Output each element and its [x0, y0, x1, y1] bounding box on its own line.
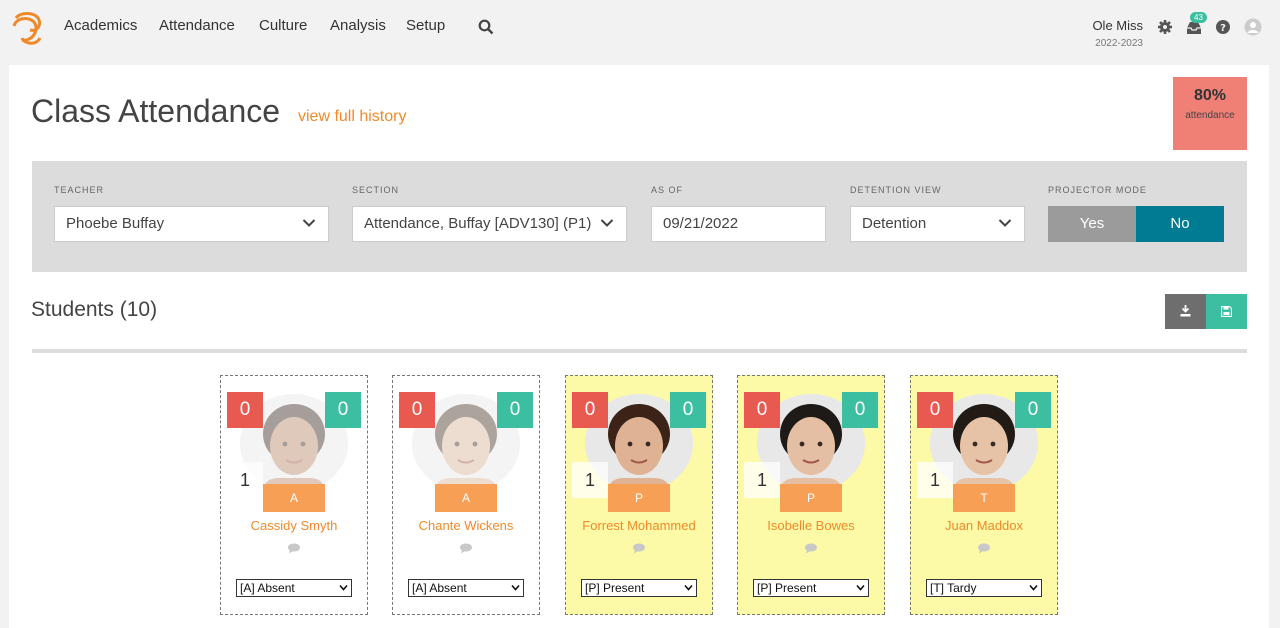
- help-icon[interactable]: ?: [1214, 18, 1232, 36]
- section-label: SECTION: [352, 185, 400, 195]
- section-divider: [32, 349, 1247, 353]
- section-select[interactable]: Attendance, Buffay [ADV130] (P1): [352, 206, 627, 242]
- page-title: Class Attendance: [31, 93, 281, 129]
- projector-yes-button[interactable]: Yes: [1048, 206, 1136, 242]
- save-icon: [1221, 306, 1232, 317]
- student-card[interactable]: 0 0 1 A Cassidy Smyth [A] Absent: [220, 375, 368, 615]
- attendance-status-value: [A] Absent: [240, 581, 295, 595]
- attendance-label: attendance: [1185, 110, 1235, 121]
- gear-icon[interactable]: [1156, 18, 1174, 36]
- students-title: Students (10): [31, 298, 158, 321]
- merit-score[interactable]: 0: [325, 392, 361, 428]
- attendance-code-badge: P: [780, 484, 842, 512]
- merit-score[interactable]: 0: [842, 392, 878, 428]
- org-name: Ole Miss: [1092, 18, 1143, 33]
- as-of-label: AS OF: [651, 185, 684, 195]
- nav-culture[interactable]: Culture: [259, 17, 308, 34]
- demerit-score[interactable]: 0: [917, 392, 953, 428]
- attendance-code-badge: A: [435, 484, 497, 512]
- svg-text:?: ?: [1220, 23, 1226, 34]
- demerit-score[interactable]: 0: [744, 392, 780, 428]
- attendance-status-select[interactable]: [P] Present: [581, 579, 697, 597]
- org-year: 2022-2023: [1095, 38, 1143, 49]
- teacher-select[interactable]: Phoebe Buffay: [54, 206, 329, 242]
- comment-icon[interactable]: [804, 543, 818, 554]
- attendance-status-value: [P] Present: [585, 581, 645, 595]
- teacher-value: Phoebe Buffay: [66, 215, 165, 232]
- student-card[interactable]: 0 0 1 P Isobelle Bowes [P] Present: [737, 375, 885, 615]
- comment-icon[interactable]: [632, 543, 646, 554]
- save-button[interactable]: [1206, 294, 1247, 329]
- student-name[interactable]: Isobelle Bowes: [767, 518, 855, 533]
- tardy-count: 1: [917, 462, 953, 498]
- tardy-count: 1: [744, 462, 780, 498]
- projector-mode-label: PROJECTOR MODE: [1048, 185, 1147, 195]
- chevron-down-icon: [302, 219, 316, 227]
- chevron-down-icon: [600, 219, 614, 227]
- attendance-percent: 80%: [1193, 87, 1227, 104]
- merit-score[interactable]: 0: [1015, 392, 1051, 428]
- student-name[interactable]: Forrest Mohammed: [582, 518, 696, 533]
- download-button[interactable]: [1165, 294, 1206, 329]
- chevron-down-icon: [1029, 584, 1038, 591]
- view-full-history-link[interactable]: view full history: [298, 108, 407, 125]
- nav-setup[interactable]: Setup: [406, 17, 446, 34]
- student-name[interactable]: Chante Wickens: [418, 518, 514, 533]
- demerit-score[interactable]: 0: [227, 392, 263, 428]
- comment-icon[interactable]: [459, 543, 473, 554]
- demerit-score[interactable]: 0: [399, 392, 435, 428]
- nav-attendance[interactable]: Attendance: [159, 17, 235, 34]
- student-card[interactable]: 0 0 1 P Forrest Mohammed [P] Present: [565, 375, 713, 615]
- student-name[interactable]: Juan Maddox: [944, 518, 1024, 533]
- attendance-status-select[interactable]: [A] Absent: [236, 579, 352, 597]
- org-selector[interactable]: Ole Miss 2022-2023: [1092, 18, 1143, 49]
- attendance-code-badge: P: [608, 484, 670, 512]
- chevron-down-icon: [998, 219, 1012, 227]
- search-icon[interactable]: [478, 19, 494, 35]
- as-of-date-input[interactable]: 09/21/2022: [651, 206, 826, 242]
- comment-icon[interactable]: [287, 543, 301, 554]
- chevron-down-icon: [684, 584, 693, 591]
- detention-view-select[interactable]: Detention: [850, 206, 1025, 242]
- inbox-badge: 43: [1190, 12, 1207, 23]
- user-avatar-icon[interactable]: [1244, 18, 1262, 36]
- student-card[interactable]: 0 0 A Chante Wickens [A] Absent: [392, 375, 540, 615]
- detention-view-value: Detention: [862, 215, 927, 232]
- attendance-summary: 80% attendance: [1173, 77, 1247, 150]
- download-icon: [1180, 305, 1191, 317]
- student-card[interactable]: 0 0 1 T Juan Maddox [T] Tardy: [910, 375, 1058, 615]
- attendance-status-select[interactable]: [P] Present: [753, 579, 869, 597]
- tardy-count: 1: [227, 462, 263, 498]
- projector-no-button[interactable]: No: [1136, 206, 1224, 242]
- student-name[interactable]: Cassidy Smyth: [250, 518, 338, 533]
- tardy-count: 1: [572, 462, 608, 498]
- top-nav: Academics Attendance Culture Analysis Se…: [0, 0, 1280, 62]
- attendance-code-badge: T: [953, 484, 1015, 512]
- attendance-status-value: [T] Tardy: [930, 581, 977, 595]
- comment-icon[interactable]: [977, 543, 991, 554]
- detention-view-label: DETENTION VIEW: [850, 185, 942, 195]
- merit-score[interactable]: 0: [670, 392, 706, 428]
- inbox-icon[interactable]: [1185, 19, 1203, 37]
- attendance-code-badge: A: [263, 484, 325, 512]
- chevron-down-icon: [856, 584, 865, 591]
- attendance-status-select[interactable]: [T] Tardy: [926, 579, 1042, 597]
- filter-bar: TEACHER Phoebe Buffay SECTION Attendance…: [32, 161, 1247, 272]
- chevron-down-icon: [339, 584, 348, 591]
- merit-score[interactable]: 0: [497, 392, 533, 428]
- app-logo-icon[interactable]: [8, 8, 46, 48]
- main-panel: Class Attendance view full history 80% a…: [9, 65, 1269, 628]
- attendance-status-value: [P] Present: [757, 581, 817, 595]
- attendance-status-select[interactable]: [A] Absent: [408, 579, 524, 597]
- as-of-value: 09/21/2022: [663, 215, 739, 232]
- section-value: Attendance, Buffay [ADV130] (P1): [364, 215, 592, 232]
- demerit-score[interactable]: 0: [572, 392, 608, 428]
- attendance-status-value: [A] Absent: [412, 581, 467, 595]
- nav-academics[interactable]: Academics: [64, 17, 138, 34]
- nav-analysis[interactable]: Analysis: [330, 17, 386, 34]
- chevron-down-icon: [511, 584, 520, 591]
- teacher-label: TEACHER: [54, 185, 105, 195]
